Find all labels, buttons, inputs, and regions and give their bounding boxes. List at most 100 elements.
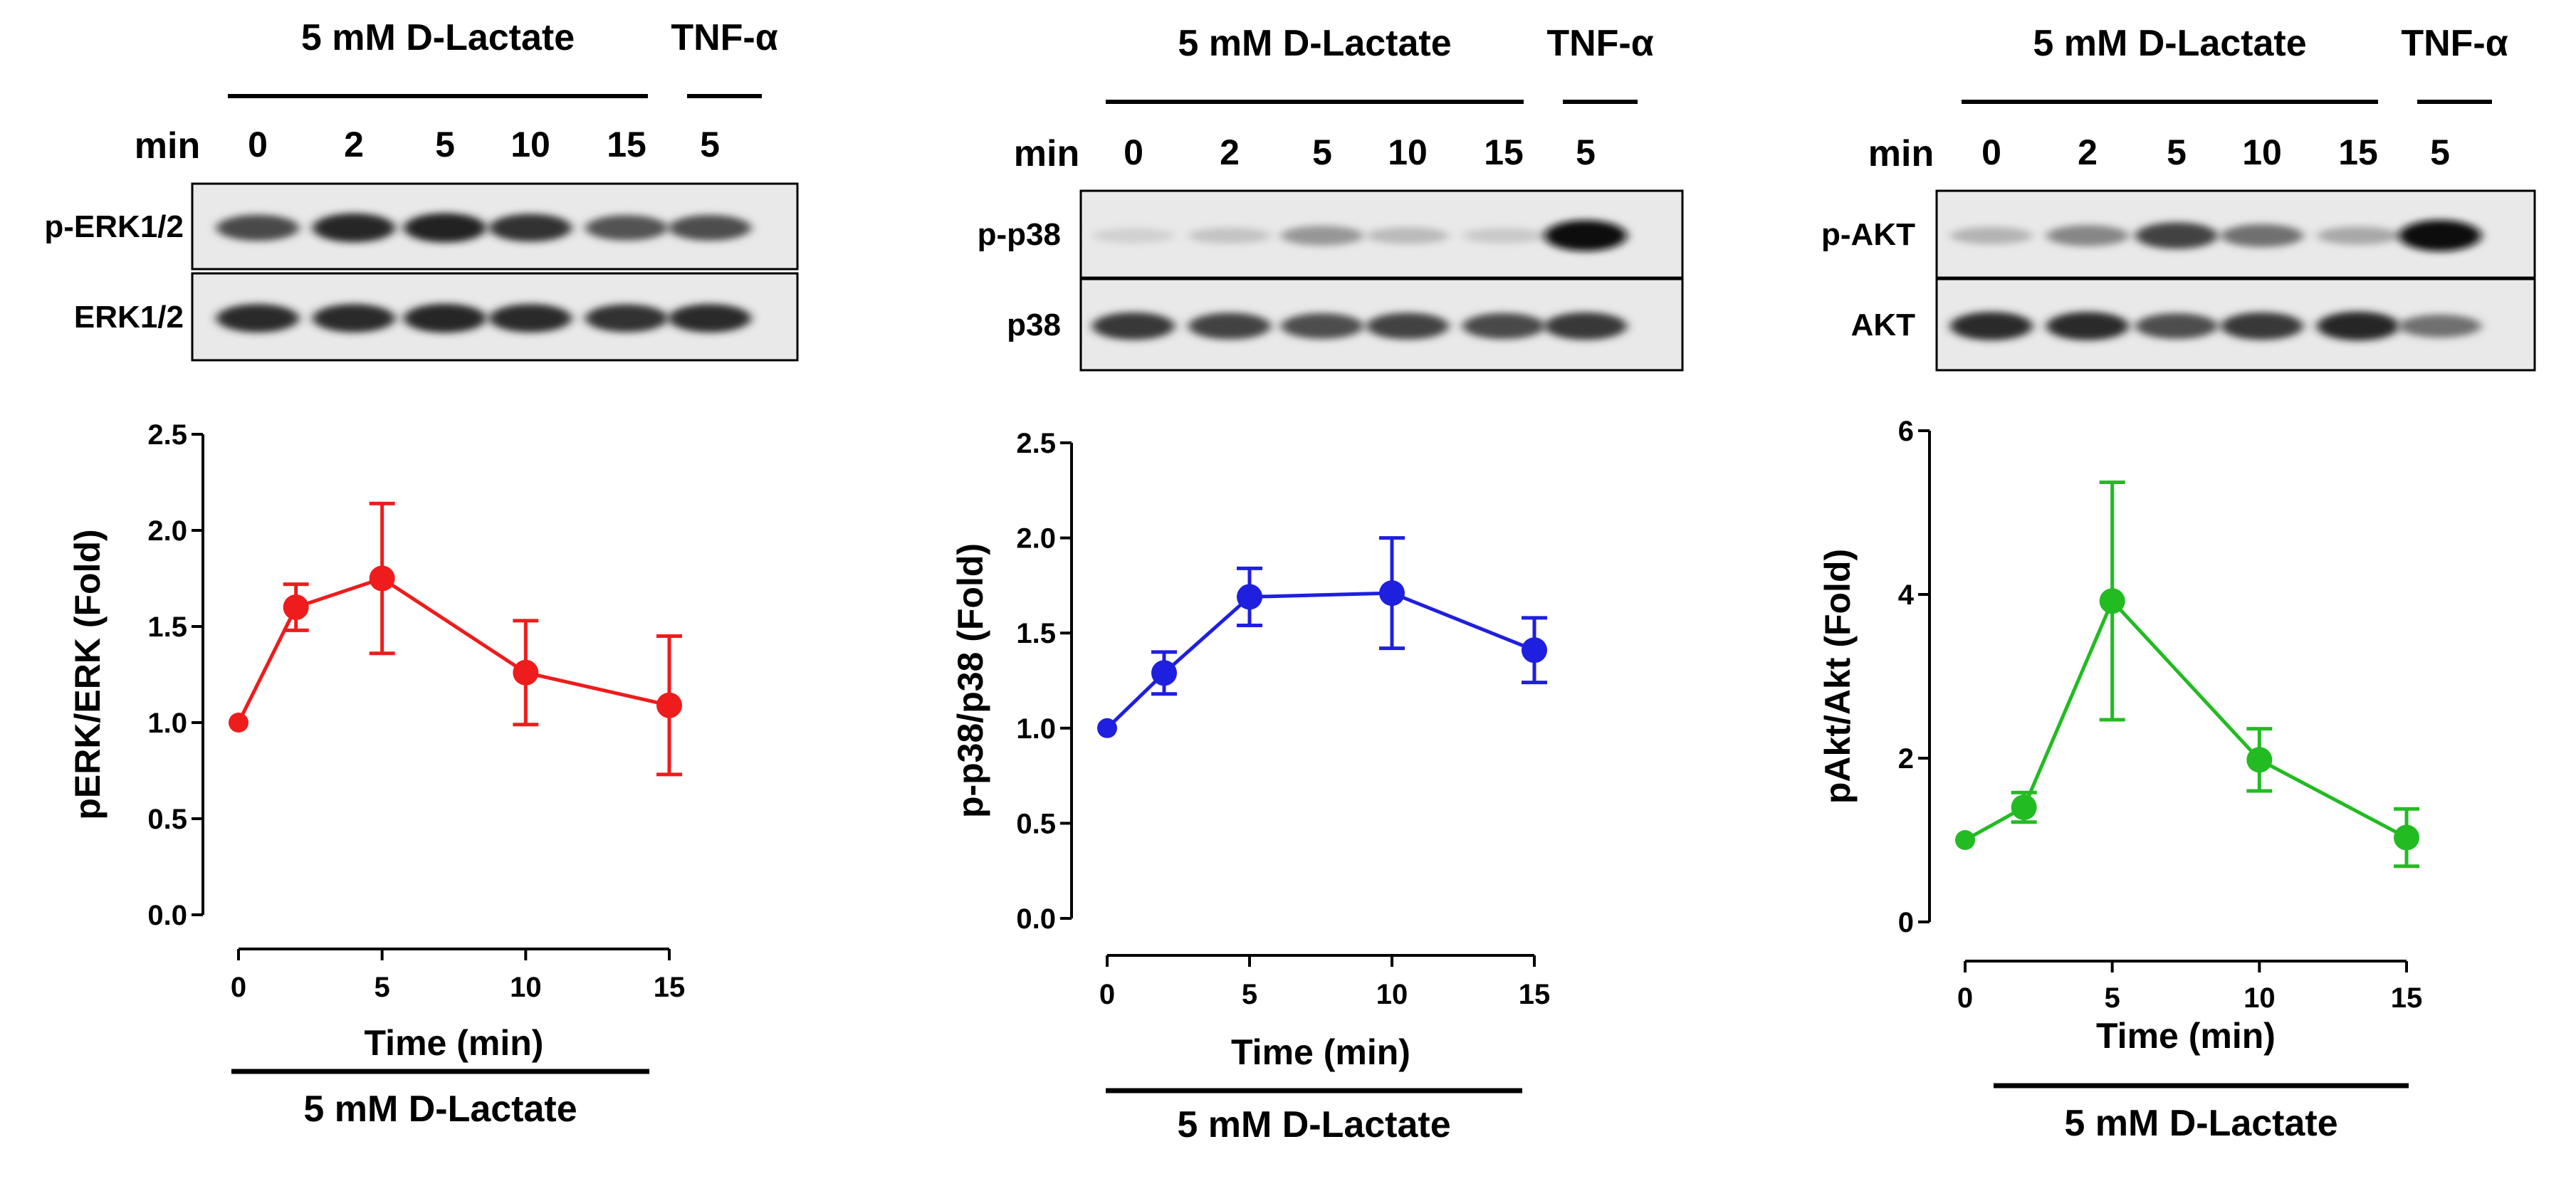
- blot-band: [1462, 313, 1545, 340]
- y-tick-label: 2.5: [1016, 428, 1056, 459]
- blot-band: [1544, 220, 1627, 251]
- y-tick-label: 1.0: [1016, 713, 1056, 745]
- y-tick-label: 6: [1898, 416, 1914, 447]
- blot-band: [2317, 311, 2399, 341]
- blot-band: [2046, 225, 2129, 246]
- lane-label: 2: [344, 125, 364, 164]
- blot-band: [1092, 228, 1175, 243]
- blot-row-erk1-2: ERK1/2: [74, 272, 799, 362]
- blot-band: [669, 303, 751, 333]
- y-tick-label: 0.5: [1016, 808, 1056, 839]
- blot-row-p-erk1-2: p-ERK1/2: [44, 182, 799, 271]
- x-tick-label: 0: [231, 972, 246, 1003]
- data-point: [2246, 747, 2273, 773]
- panel-erk: 5 mM D-Lactate TNF-α min 0 2 5 10 15 5 p-ERK1/2 ER…: [44, 17, 799, 362]
- series-line: [1106, 591, 1535, 730]
- blot-band: [404, 303, 486, 333]
- x-axis-label: Time (min): [365, 1023, 544, 1063]
- x-axis-label: Time (min): [1231, 1032, 1410, 1072]
- blot-treatment-label: 5 mM D-Lactate: [301, 17, 575, 58]
- chart-p38: 0.0 0.5 1.0 1.5 2.0 2.5 p-p38/p38 (Fold) 0 5 10 15…: [951, 428, 1550, 1145]
- lane-label: 5: [1576, 132, 1596, 172]
- blot-control-label: TNF-α: [2401, 23, 2508, 64]
- chart-akt: 0 2 4 6 pAkt/Akt (Fold) 0 5 10 15 Time (min) 5 mM …: [1818, 416, 2422, 1144]
- blot-band: [313, 213, 395, 243]
- x-tick-label: 10: [1376, 979, 1408, 1010]
- x-axis-label: Time (min): [2096, 1016, 2276, 1056]
- blot-row-label: p-p38: [978, 217, 1061, 252]
- panel-p38: 5 mM D-Lactate TNF-α min 0 2 5 10 15 5 p-p38 p38: [978, 23, 1684, 372]
- lane-label: 10: [2242, 132, 2282, 172]
- blot-row-akt: AKT: [1851, 278, 2536, 372]
- blot-row-p38: p38: [1007, 278, 1684, 372]
- blot-band: [1950, 226, 2033, 245]
- lane-label: 2: [2078, 132, 2098, 172]
- blot-band: [1281, 313, 1363, 340]
- data-point: [2011, 794, 2037, 820]
- lane-label: 0: [1981, 132, 2001, 172]
- blot-band: [216, 303, 299, 333]
- x-tick-label: 0: [1957, 982, 1973, 1014]
- blot-band: [669, 214, 751, 241]
- blot-band: [1188, 313, 1271, 340]
- y-tick-label: 2.0: [1016, 523, 1056, 555]
- bottom-treatment-label: 5 mM D-Lactate: [1177, 1104, 1450, 1145]
- lane-label: 15: [607, 125, 646, 164]
- blot-row-label: ERK1/2: [74, 300, 184, 335]
- x-tick-label: 15: [2391, 982, 2423, 1014]
- y-tick-label: 1.5: [1016, 618, 1056, 649]
- lane-label: 0: [248, 125, 268, 164]
- blot-band: [2046, 311, 2129, 341]
- y-tick-label: 2.0: [147, 515, 187, 547]
- data-point: [1097, 718, 1117, 738]
- x-tick-label: 5: [375, 972, 390, 1003]
- blot-band: [404, 213, 486, 243]
- y-axis-label: pAkt/Akt (Fold): [1818, 549, 1858, 804]
- bottom-treatment-label: 5 mM D-Lactate: [303, 1089, 577, 1130]
- lane-label: 15: [1484, 132, 1524, 172]
- lane-label: 2: [1220, 132, 1240, 172]
- data-point: [2099, 588, 2125, 614]
- blot-treatment-label: 5 mM D-Lactate: [2033, 23, 2306, 64]
- lane-label: 5: [435, 125, 455, 164]
- blot-band: [2399, 314, 2481, 338]
- lane-label: 10: [1388, 132, 1428, 172]
- blot-row-p-p38: p-p38: [978, 189, 1684, 279]
- y-tick-label: 1.5: [147, 612, 187, 643]
- blot-band: [2221, 224, 2303, 248]
- data-point: [1151, 660, 1177, 686]
- blot-row-label: p38: [1007, 308, 1061, 342]
- y-tick-label: 0.5: [147, 804, 187, 835]
- blot-band: [1188, 227, 1271, 244]
- blot-control-label: TNF-α: [1546, 23, 1653, 64]
- lane-label: 5: [700, 125, 720, 164]
- blot-band: [313, 303, 395, 333]
- blot-row-p-akt: p-AKT: [1821, 189, 2536, 279]
- blot-band: [216, 214, 299, 241]
- blot-band: [585, 304, 668, 332]
- data-point: [1955, 830, 1975, 850]
- data-point: [369, 565, 395, 592]
- blot-row-label: p-ERK1/2: [44, 209, 184, 244]
- lane-label: 5: [2430, 132, 2450, 172]
- y-axis-label: p-p38/p38 (Fold): [951, 543, 990, 818]
- data-point: [1379, 580, 1405, 607]
- y-tick-label: 0.0: [147, 900, 187, 931]
- y-tick-label: 4: [1898, 579, 1915, 611]
- blot-band: [489, 303, 572, 333]
- chart-erk: 0.0 0.5 1.0 1.5 2.0 2.5 pERK/ERK (Fold) 0 5 10 15 T…: [68, 419, 685, 1130]
- blot-control-label: TNF-α: [671, 17, 777, 58]
- lane-label: 10: [511, 125, 550, 164]
- min-label: min: [135, 125, 200, 167]
- y-axis-label: pERK/ERK (Fold): [68, 529, 108, 819]
- blot-row-label: AKT: [1851, 308, 1916, 342]
- blot-band: [1281, 226, 1363, 246]
- data-point: [1522, 637, 1547, 664]
- x-tick-label: 0: [1099, 979, 1115, 1010]
- blot-band: [1092, 312, 1175, 340]
- data-point: [229, 713, 248, 733]
- min-label: min: [1868, 133, 1934, 174]
- y-tick-label: 0: [1898, 907, 1914, 938]
- blot-treatment-label: 5 mM D-Lactate: [1178, 23, 1451, 64]
